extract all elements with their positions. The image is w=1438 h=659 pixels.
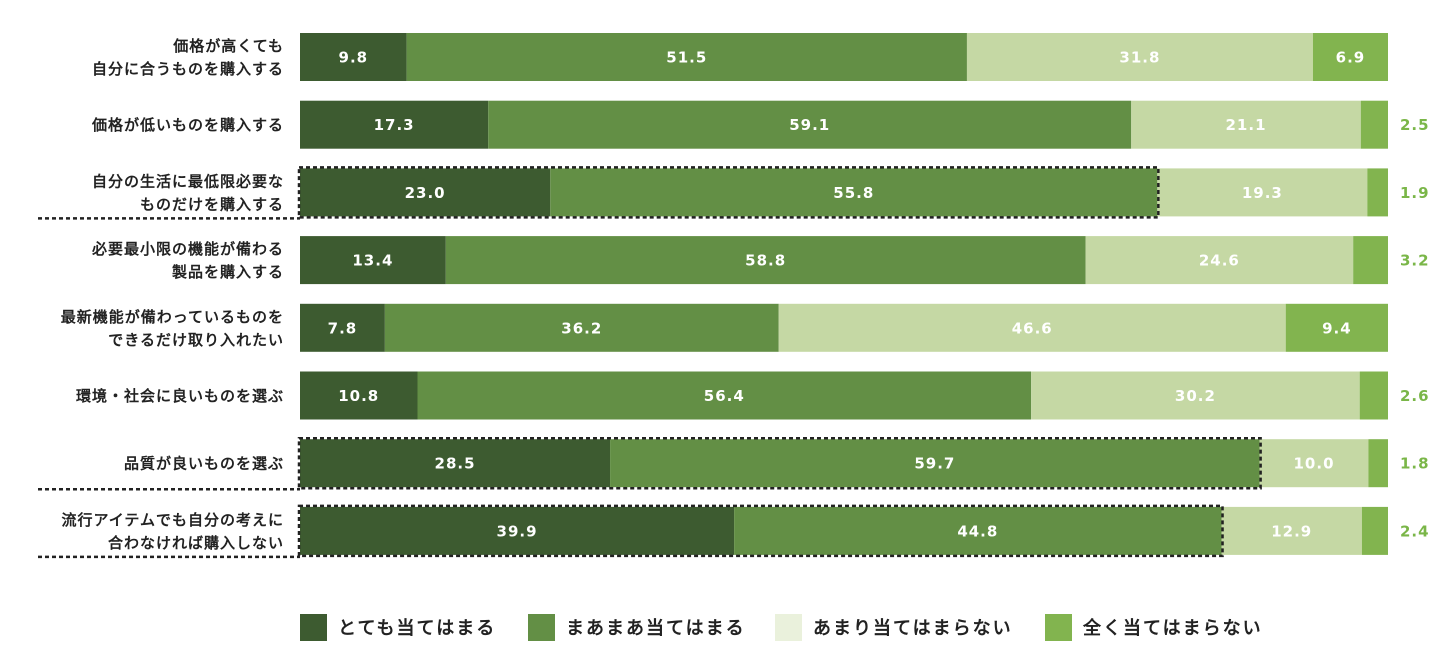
bar-segment-2-2 [488,100,1132,149]
data-label-1-1: 9.8 [339,49,369,67]
bar-segment-8-1 [300,506,735,555]
data-label-6-4: 2.6 [1400,387,1430,405]
category-label-1-line-1: 価格が高くても [172,37,284,55]
legend-label-4: 全く当てはまらない [1082,617,1263,639]
highlight-frame-8 [297,504,1224,558]
legend-label-1: とても当てはまる [338,617,496,639]
legend-swatch-3 [775,614,802,641]
category-label-3-line-1: 自分の生活に最低限必要な [92,172,284,190]
data-label-2-4: 2.5 [1400,116,1430,134]
data-label-7-2: 59.7 [914,455,955,473]
bar-segment-4-2 [445,236,1086,285]
data-label-2-1: 17.3 [374,116,415,134]
bar-segment-2-1 [300,100,489,149]
bar-segment-5-4 [1285,303,1388,352]
category-label-3-line-2: ものだけを購入する [140,195,284,213]
bar-segment-3-3 [1157,168,1368,217]
data-label-8-2: 44.8 [957,522,998,540]
category-label-4-line-1: 必要最小限の機能が備わる [91,240,284,258]
data-label-7-3: 10.0 [1294,455,1335,473]
data-label-6-3: 30.2 [1175,387,1216,405]
bar-segment-1-1 [300,33,407,81]
bar-segment-8-3 [1221,506,1362,555]
data-label-3-2: 55.8 [833,184,874,202]
bar-segment-7-4 [1368,439,1388,488]
legend-swatch-1 [300,614,327,641]
bar-segment-2-4 [1360,100,1388,149]
legend-swatch-4 [1045,614,1072,641]
data-label-8-4: 2.4 [1400,522,1430,540]
data-label-3-4: 1.9 [1400,184,1430,202]
data-label-7-1: 28.5 [435,455,476,473]
highlight-frame-7 [297,436,1262,490]
data-label-4-4: 3.2 [1400,252,1430,270]
data-label-4-1: 13.4 [352,252,393,270]
bar-segment-2-3 [1131,100,1361,149]
data-label-2-2: 59.1 [789,116,830,134]
bar-segment-6-1 [300,371,418,420]
bar-segment-8-2 [734,506,1222,555]
data-label-3-3: 19.3 [1242,184,1283,202]
data-label-5-3: 46.6 [1012,319,1053,337]
bar-segment-6-3 [1031,371,1360,420]
bar-segment-3-2 [550,168,1158,217]
data-label-6-2: 56.4 [704,387,745,405]
bar-segment-3-4 [1367,168,1388,217]
data-label-4-2: 58.8 [745,252,786,270]
category-label-8-line-1: 流行アイテムでも自分の考えに [61,511,284,529]
data-label-7-4: 1.8 [1400,455,1430,473]
bar-segment-5-1 [300,303,385,352]
data-label-1-2: 51.5 [666,49,707,67]
data-label-5-1: 7.8 [328,319,358,337]
data-label-8-1: 39.9 [497,522,538,540]
category-label-7-line-1: 品質が良いものを選ぶ [124,455,284,473]
highlight-frame-3 [297,166,1160,219]
data-label-1-3: 31.8 [1119,49,1160,67]
data-label-2-3: 21.1 [1226,116,1267,134]
category-label-6-line-1: 環境・社会に良いものを選ぶ [76,387,284,405]
bar-segment-7-2 [610,439,1260,488]
bar-segment-1-4 [1312,33,1388,81]
category-label-8-line-2: 合わなければ購入しない [107,534,284,552]
legend-label-2: まあまあ当てはまる [566,617,746,639]
bar-segment-3-1 [300,168,551,217]
data-label-5-2: 36.2 [561,319,602,337]
bar-segment-1-2 [406,33,967,81]
category-label-2-line-1: 価格が低いものを購入する [91,116,284,134]
legend-label-3: あまり当てはまらない [813,617,1013,639]
bar-segment-8-4 [1361,506,1388,555]
legend-swatch-2 [528,614,555,641]
bar-segment-6-4 [1359,371,1388,420]
bar-segment-5-3 [778,303,1286,352]
bar-segment-7-3 [1259,439,1369,488]
bar-segment-4-4 [1353,236,1388,285]
data-label-4-3: 24.6 [1199,252,1240,270]
bar-segment-6-2 [417,371,1032,420]
category-label-5-line-1: 最新機能が備わっているものを [61,308,284,326]
bar-segment-4-1 [300,236,446,285]
bar-segment-7-1 [300,439,611,488]
data-label-3-1: 23.0 [405,184,446,202]
bar-segment-4-3 [1085,236,1354,285]
data-label-1-4: 6.9 [1336,49,1366,67]
data-label-8-3: 12.9 [1271,522,1312,540]
category-label-1-line-2: 自分に合うものを購入する [92,60,284,78]
data-label-5-4: 9.4 [1322,319,1352,337]
data-label-6-1: 10.8 [338,387,379,405]
bar-segment-5-2 [384,303,779,352]
category-label-5-line-2: できるだけ取り入れたい [108,331,284,349]
category-label-4-line-2: 製品を購入する [171,263,284,281]
bar-segment-1-3 [966,33,1313,81]
